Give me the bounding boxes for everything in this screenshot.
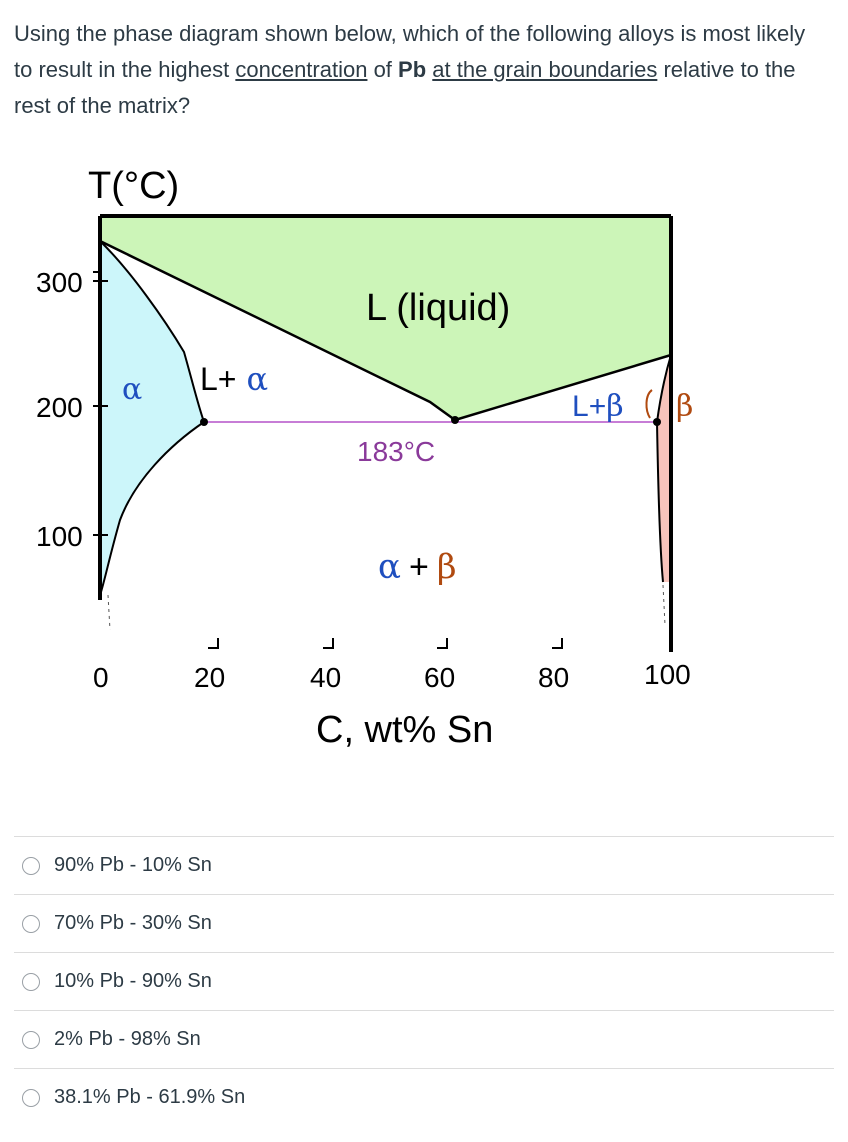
answer-label: 2% Pb - 98% Sn (54, 1028, 201, 1050)
ab-beta: β (437, 547, 457, 587)
radio-button[interactable] (22, 1088, 40, 1107)
x-tick-label-0: 0 (93, 662, 109, 693)
answer-label: 90% Pb - 10% Sn (54, 854, 212, 876)
answer-option[interactable]: 10% Pb - 90% Sn (14, 952, 834, 1010)
x-tick-label-20: 20 (194, 662, 225, 693)
x-tick-label-40: 40 (310, 662, 341, 693)
x-tick-60 (437, 638, 448, 649)
answer-list: 90% Pb - 10% Sn 70% Pb - 30% Sn 10% Pb -… (14, 836, 834, 1126)
liquidus-left (99, 239, 456, 422)
solidus-alpha (99, 240, 205, 423)
question-text: Using the phase diagram shown below, whi… (14, 16, 829, 124)
ab-alpha: α (378, 547, 401, 587)
radio-button[interactable] (22, 972, 40, 991)
l-label: L (200, 361, 218, 397)
solidus-beta (656, 354, 672, 423)
plus-label: + (218, 361, 237, 397)
y-tick-label-100: 100 (36, 521, 83, 552)
beta-bracket (645, 389, 653, 419)
l-plus-alpha-label: L+ α (200, 360, 268, 398)
eutectic-point (451, 416, 459, 424)
answer-option[interactable]: 70% Pb - 30% Sn (14, 894, 834, 952)
beta-region (657, 355, 671, 582)
l-beta-l: L (572, 390, 589, 423)
x-tick-label-100: 100 (644, 659, 691, 690)
question-bold-pb: Pb (398, 57, 427, 82)
eutectic-point-beta (653, 418, 661, 426)
solvus-alpha (100, 421, 205, 593)
question-part2: of (367, 57, 399, 82)
l-plus-beta-label: L+β (572, 389, 624, 424)
ab-plus: + (409, 548, 429, 586)
solvus-beta (656, 421, 664, 583)
l-beta-plus: + (589, 390, 607, 423)
answer-label: 38.1% Pb - 61.9% Sn (54, 1086, 246, 1108)
answer-option[interactable]: 2% Pb - 98% Sn (14, 1010, 834, 1068)
answer-option[interactable]: 38.1% Pb - 61.9% Sn (14, 1068, 834, 1126)
answer-option[interactable]: 90% Pb - 10% Sn (14, 836, 834, 894)
question-part1: Using the phase diagram shown below, whi… (14, 21, 806, 82)
grain-boundaries-link[interactable]: at the grain boundaries (432, 57, 658, 82)
x-tick-label-60: 60 (424, 662, 455, 693)
phase-diagram: T(°C) 300 200 100 0 20 40 60 80 100 C, w… (36, 165, 693, 750)
liquidus-right (454, 353, 672, 422)
liquid-label: L (liquid) (366, 287, 510, 329)
alpha-beta-label: α + β (378, 547, 456, 587)
y-axis-label: T(°C) (88, 165, 179, 207)
radio-button[interactable] (22, 914, 40, 933)
alpha-label: α (122, 372, 142, 407)
answer-label: 10% Pb - 90% Sn (54, 970, 212, 992)
answer-label: 70% Pb - 30% Sn (54, 912, 212, 934)
eutectic-point-alpha (200, 418, 208, 426)
y-tick-label-200: 200 (36, 392, 83, 423)
x-tick-40 (323, 638, 334, 649)
alpha-label-2: α (246, 360, 268, 398)
beta-label: β (676, 389, 693, 424)
y-tick-label-300: 300 (36, 267, 83, 298)
question-part4: relative to the rest of the matrix? (14, 57, 796, 118)
radio-button[interactable] (22, 1030, 40, 1049)
x-tick-20 (208, 638, 219, 649)
liquid-region (100, 216, 671, 420)
x-tick-80 (552, 638, 563, 649)
l-beta-beta: β (606, 389, 623, 424)
eutectic-temp-label: 183°C (357, 436, 435, 467)
radio-button[interactable] (22, 856, 40, 875)
x-axis-label: C, wt% Sn (316, 709, 493, 750)
concentration-link[interactable]: concentration (235, 57, 368, 82)
dashed-left (107, 594, 111, 631)
dashed-right (662, 584, 666, 626)
x-tick-label-80: 80 (538, 662, 569, 693)
